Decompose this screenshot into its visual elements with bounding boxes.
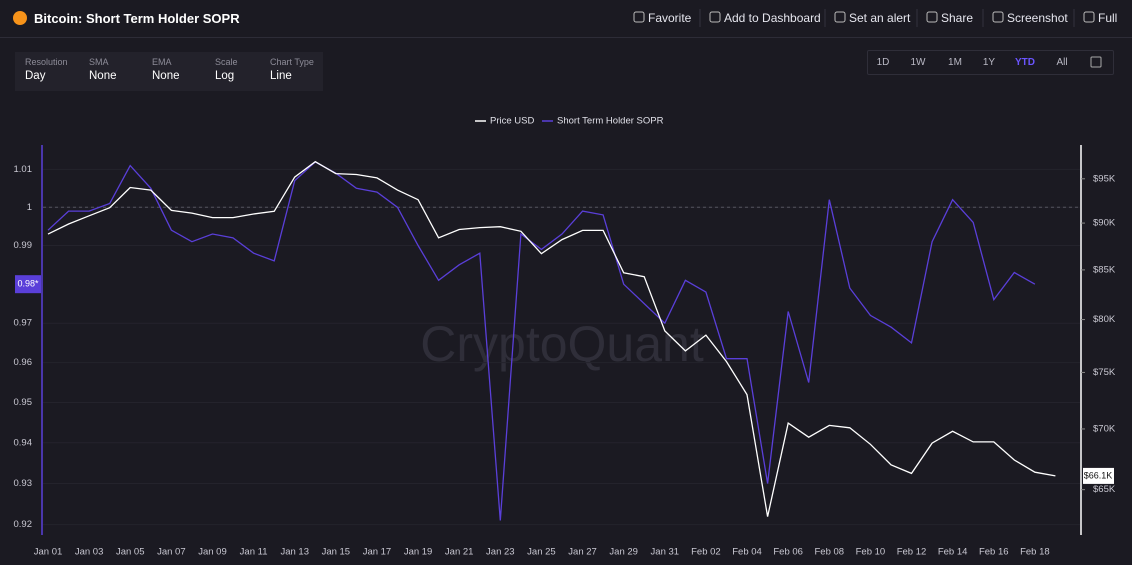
control-label: SMA [89,57,109,67]
header-action[interactable]: Screenshot [1007,11,1068,25]
y2-tick-label: $70K [1093,423,1116,434]
control-value[interactable]: Log [215,70,235,82]
page-title: Bitcoin: Short Term Holder SOPR [34,11,240,26]
y-tick-label: 0.99 [14,240,33,251]
x-tick-label: Jan 19 [404,547,433,558]
calendar-icon [1090,56,1102,68]
action-icon [633,11,645,23]
control-label: Scale [215,57,238,67]
y-tick-label: 0.97 [14,318,33,329]
header: Bitcoin: Short Term Holder SOPR [0,0,1132,38]
action-icon [709,11,721,23]
controls [15,52,323,91]
action-icon [992,11,1004,23]
x-tick-label: Feb 08 [814,547,844,558]
control-value[interactable]: Day [25,70,46,82]
x-tick-label: Jan 25 [527,547,556,558]
control-value[interactable]: Line [270,70,292,82]
x-tick-label: Jan 05 [116,547,145,558]
range-button[interactable]: All [1056,57,1068,68]
y-tick-label: 0.95 [14,397,33,408]
header-action[interactable]: Full [1098,11,1118,25]
header-action[interactable]: Set an alert [849,11,911,25]
control-value[interactable]: None [152,70,180,82]
x-tick-label: Jan 23 [486,547,515,558]
control-label: Chart Type [270,57,314,67]
series-line [47,161,1036,521]
y2-tick-label: $85K [1093,264,1116,275]
y2-tick-label: $65K [1093,484,1116,495]
control-label: Resolution [25,57,68,67]
x-tick-label: Feb 04 [732,547,762,558]
x-tick-label: Feb 14 [938,547,968,558]
bitcoin-icon [13,11,27,25]
x-tick-label: Feb 02 [691,547,721,558]
x-tick-label: Jan 27 [568,547,597,558]
y2-tick-label: $80K [1093,314,1116,325]
x-tick-label: Feb 10 [856,547,886,558]
action-icon [834,11,846,23]
x-tick-label: Feb 18 [1020,547,1050,558]
legend-label: Short Term Holder SOPR [557,116,664,127]
y2-tick-label: $95K [1093,173,1116,184]
x-tick-label: Jan 09 [198,547,227,558]
y-marker-label: 0.98* [17,279,39,289]
y-tick-label: 1 [27,202,32,213]
x-tick-label: Jan 13 [280,547,309,558]
control-value[interactable]: None [89,70,117,82]
range-button[interactable]: 1D [876,57,890,68]
x-tick-label: Feb 12 [897,547,927,558]
x-tick-label: Feb 16 [979,547,1009,558]
action-icon [926,11,938,23]
x-tick-label: Jan 21 [445,547,474,558]
y2-marker-label: $66.1K [1084,470,1113,480]
header-action[interactable]: Add to Dashboard [724,11,821,25]
y-tick-label: 1.01 [14,164,33,175]
header-action[interactable]: Favorite [648,11,692,25]
x-tick-label: Jan 29 [609,547,638,558]
range-button[interactable]: 1W [910,57,926,68]
range-selector [867,50,1114,75]
y-tick-label: 0.94 [14,437,33,448]
x-tick-label: Jan 15 [322,547,351,558]
x-tick-label: Jan 11 [240,547,268,558]
range-button[interactable]: YTD [1015,57,1035,68]
y-tick-label: 0.92 [14,519,33,530]
action-icon [1083,11,1095,23]
y2-tick-label: $75K [1093,367,1116,378]
x-tick-label: Feb 06 [773,547,803,558]
series-line [47,160,1056,517]
y-tick-label: 0.93 [14,478,33,489]
x-tick-label: Jan 07 [157,547,186,558]
y2-marker-box [1083,467,1114,484]
watermark: CryptoQuant [420,316,704,372]
y-marker-box [15,275,41,294]
legend-label: Price USD [490,116,534,127]
y2-tick-label: $90K [1093,218,1116,229]
range-button[interactable]: 1M [948,57,962,68]
x-tick-label: Jan 01 [34,547,63,558]
y-tick-label: 0.96 [14,357,33,368]
x-tick-label: Jan 03 [75,547,104,558]
header-action[interactable]: Share [941,11,974,25]
x-tick-label: Jan 17 [363,547,392,558]
control-label: EMA [152,57,172,67]
range-button[interactable]: 1Y [982,57,996,68]
x-tick-label: Jan 31 [651,547,680,558]
